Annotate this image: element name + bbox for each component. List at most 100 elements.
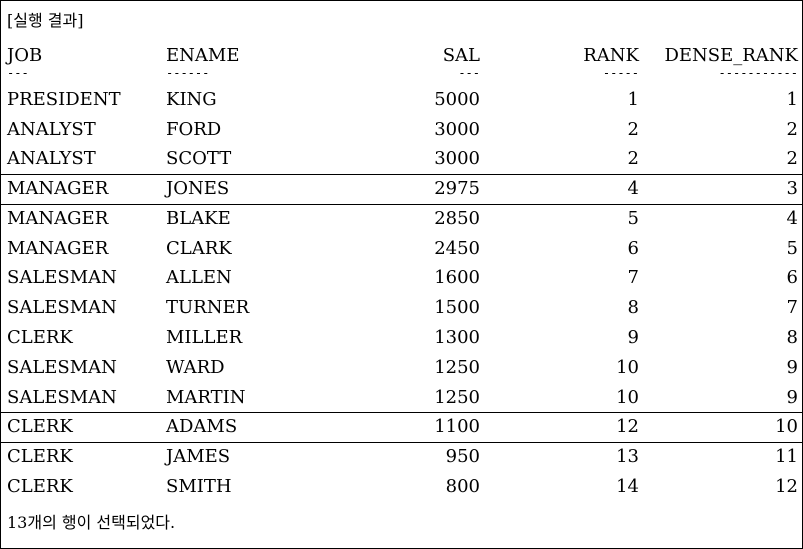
table-row: SALESMAN ALLEN 1600 7 6 [1,263,802,293]
cell-sal: 1100 [434,416,480,437]
table-row: CLERK ADAMS 1100 12 10 [1,412,802,442]
cell-ename: WARD [166,357,225,378]
table-row: CLERK SMITH 800 14 12 [1,472,802,502]
cell-rank: 2 [627,119,639,140]
table-row: PRESIDENT KING 5000 1 1 [1,85,802,115]
column-header-rank: RANK [583,45,639,66]
cell-sal: 1250 [434,357,480,378]
cell-job: CLERK [7,416,73,437]
cell-dense-rank: 2 [786,119,798,140]
cell-rank: 2 [627,148,639,169]
row-divider [1,412,802,413]
cell-job: ANALYST [7,148,96,169]
cell-dense-rank: 12 [775,476,798,497]
cell-sal: 1300 [434,327,480,348]
cell-ename: FORD [166,119,222,140]
cell-rank: 8 [627,297,639,318]
cell-dense-rank: 10 [775,416,798,437]
cell-rank: 4 [627,178,639,199]
cell-rank: 7 [627,267,639,288]
cell-job: MANAGER [7,178,109,199]
cell-ename: JONES [166,178,230,199]
column-header-ename: ENAME [166,45,240,66]
table-header: JOB ENAME SAL RANK DENSE_RANK --- ------… [1,41,802,79]
cell-sal: 1250 [434,387,480,408]
column-header-job: JOB [7,45,43,66]
cell-rank: 10 [616,357,639,378]
cell-job: SALESMAN [7,297,117,318]
table-row: SALESMAN TURNER 1500 8 7 [1,293,802,323]
cell-job: PRESIDENT [7,89,121,110]
table-row: ANALYST SCOTT 3000 2 2 [1,144,802,174]
cell-sal: 950 [445,446,480,467]
cell-job: SALESMAN [7,267,117,288]
cell-sal: 800 [445,476,480,497]
cell-ename: JAMES [166,446,231,467]
cell-dense-rank: 11 [775,446,798,467]
cell-sal: 2850 [434,208,480,229]
result-title: [실행 결과] [7,11,84,30]
table-row: SALESMAN MARTIN 1250 10 9 [1,383,802,413]
header-underline-dense-rank: ----------- [718,66,798,80]
cell-job: CLERK [7,446,73,467]
cell-job: SALESMAN [7,357,117,378]
cell-ename: ALLEN [166,267,232,288]
cell-rank: 6 [627,238,639,259]
cell-sal: 3000 [434,148,480,169]
cell-dense-rank: 8 [786,327,798,348]
cell-dense-rank: 9 [786,387,798,408]
table-row: CLERK MILLER 1300 9 8 [1,323,802,353]
cell-ename: MARTIN [166,387,246,408]
table-row: CLERK JAMES 950 13 11 [1,442,802,472]
cell-ename: BLAKE [166,208,231,229]
cell-rank: 5 [627,208,639,229]
cell-ename: MILLER [166,327,243,348]
cell-dense-rank: 7 [786,297,798,318]
column-header-sal: SAL [442,45,480,66]
cell-job: CLERK [7,476,73,497]
cell-job: MANAGER [7,208,109,229]
cell-dense-rank: 3 [786,178,798,199]
row-divider [1,442,802,443]
cell-sal: 2450 [434,238,480,259]
header-underline-sal: --- [458,66,480,80]
cell-rank: 12 [616,416,639,437]
cell-dense-rank: 9 [786,357,798,378]
cell-rank: 1 [627,89,639,110]
cell-ename: TURNER [166,297,250,318]
table-row: MANAGER JONES 2975 4 3 [1,174,802,204]
row-divider [1,204,802,205]
cell-dense-rank: 4 [786,208,798,229]
cell-ename: SMITH [166,476,232,497]
cell-rank: 10 [616,387,639,408]
header-underline-rank: ----- [602,66,639,80]
cell-dense-rank: 2 [786,148,798,169]
cell-sal: 3000 [434,119,480,140]
cell-sal: 5000 [434,89,480,110]
result-footer: 13개의 행이 선택되었다. [7,513,176,532]
cell-job: MANAGER [7,238,109,259]
cell-ename: SCOTT [166,148,232,169]
cell-dense-rank: 6 [786,267,798,288]
cell-ename: CLARK [166,238,232,259]
cell-sal: 2975 [434,178,480,199]
row-divider [1,174,802,175]
table-row: ANALYST FORD 3000 2 2 [1,115,802,145]
cell-job: ANALYST [7,119,96,140]
cell-dense-rank: 5 [786,238,798,259]
cell-rank: 9 [627,327,639,348]
cell-rank: 14 [616,476,639,497]
cell-rank: 13 [616,446,639,467]
table-row: MANAGER CLARK 2450 6 5 [1,234,802,264]
cell-sal: 1600 [434,267,480,288]
cell-sal: 1500 [434,297,480,318]
cell-job: SALESMAN [7,387,117,408]
column-header-dense-rank: DENSE_RANK [664,45,798,66]
cell-ename: ADAMS [166,416,238,437]
cell-job: CLERK [7,327,73,348]
table-row: MANAGER BLAKE 2850 5 4 [1,204,802,234]
header-underline-job: --- [7,66,29,80]
table-row: SALESMAN WARD 1250 10 9 [1,353,802,383]
cell-dense-rank: 1 [786,89,798,110]
